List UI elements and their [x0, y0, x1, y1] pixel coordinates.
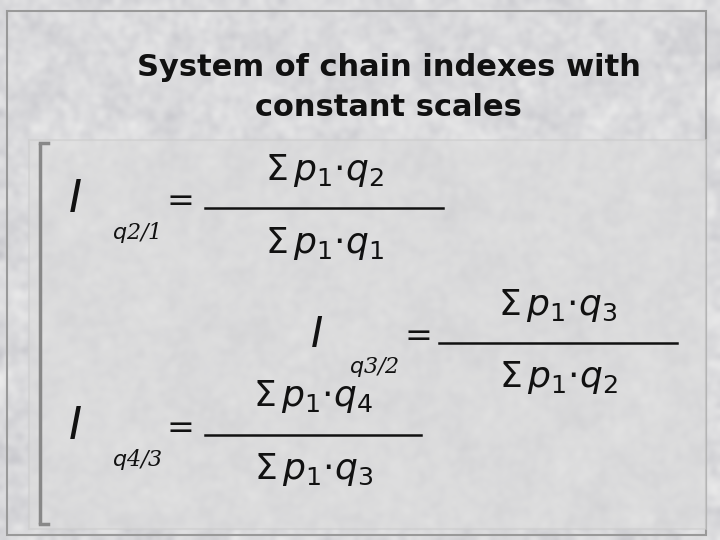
Text: $\mathit{q}$3/2: $\mathit{q}$3/2 — [349, 355, 400, 379]
Text: $\Sigma\, p_1{\cdot}q_2$: $\Sigma\, p_1{\cdot}q_2$ — [265, 152, 383, 188]
Text: $\mathit{I}$: $\mathit{I}$ — [310, 314, 323, 356]
Text: $\mathit{q}$4/3: $\mathit{q}$4/3 — [112, 447, 163, 471]
Text: $\mathit{I}$: $\mathit{I}$ — [68, 405, 82, 448]
Text: $\Sigma\, p_1{\cdot}q_3$: $\Sigma\, p_1{\cdot}q_3$ — [253, 451, 373, 488]
Text: System of chain indexes with: System of chain indexes with — [137, 53, 641, 82]
Text: $\Sigma\, p_1{\cdot}q_4$: $\Sigma\, p_1{\cdot}q_4$ — [253, 379, 373, 415]
Text: $=$: $=$ — [160, 184, 193, 216]
Text: $=$: $=$ — [160, 410, 193, 443]
Text: constant scales: constant scales — [256, 93, 522, 123]
FancyBboxPatch shape — [29, 140, 706, 529]
Text: $\mathit{I}$: $\mathit{I}$ — [68, 178, 82, 221]
Text: $\mathit{q}$2/1: $\mathit{q}$2/1 — [112, 220, 159, 245]
Text: $\Sigma\, p_1{\cdot}q_3$: $\Sigma\, p_1{\cdot}q_3$ — [498, 287, 618, 323]
Text: $\Sigma\, p_1{\cdot}q_1$: $\Sigma\, p_1{\cdot}q_1$ — [264, 225, 384, 261]
Text: $\Sigma\, p_1{\cdot}q_2$: $\Sigma\, p_1{\cdot}q_2$ — [499, 360, 617, 396]
Text: $=$: $=$ — [397, 319, 431, 351]
